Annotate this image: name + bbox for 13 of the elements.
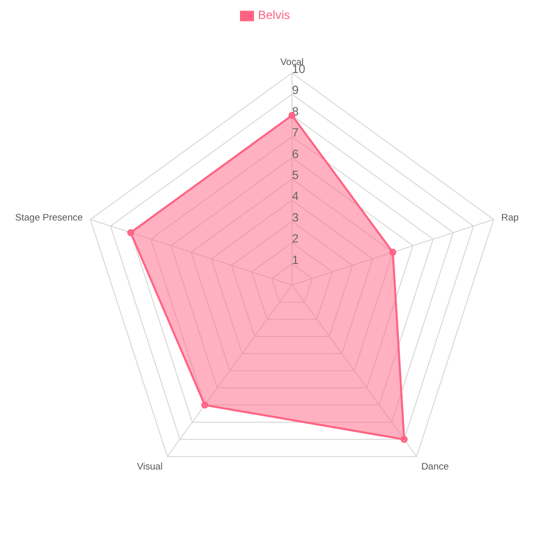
spoke-label: Dance <box>421 462 449 473</box>
spoke-label: Rap <box>501 212 519 224</box>
y-tick-label: 4 <box>292 189 299 204</box>
legend-label: Belvis <box>258 8 290 22</box>
y-tick-label: 2 <box>292 232 299 246</box>
y-tick-label: 1 <box>292 252 299 267</box>
spoke-label: Visual <box>136 462 163 473</box>
y-tick-label: 5 <box>292 168 299 182</box>
y-tick-label: 3 <box>292 210 299 224</box>
y-tick-label: 6 <box>292 146 299 161</box>
y-tick-label: 7 <box>292 126 299 140</box>
y-tick-label: 9 <box>292 83 299 98</box>
spoke-label: Stage Presence <box>15 212 83 224</box>
